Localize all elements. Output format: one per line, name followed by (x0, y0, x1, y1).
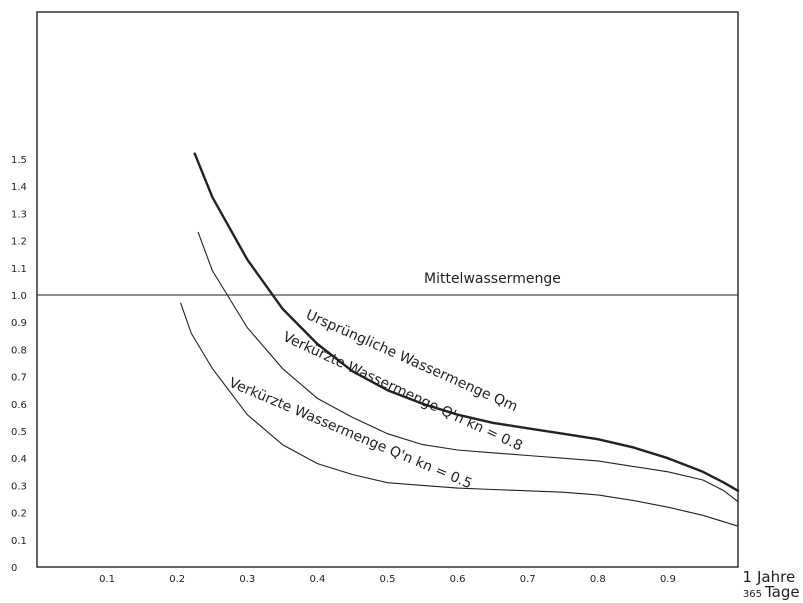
y-tick-label: 0 (11, 563, 17, 574)
y-tick-label: 0.1 (11, 536, 27, 547)
y-tick-label: 1.2 (11, 237, 27, 248)
q-n-08-line (197, 231, 739, 503)
x-tick-label: 0.5 (380, 574, 396, 585)
y-tick-label: 1.0 (11, 291, 27, 302)
mittelwassermenge-label: Mittelwassermenge (424, 271, 561, 287)
series-lines (36, 152, 740, 527)
y-tick-label: 1.1 (11, 264, 27, 275)
x-end-tick-jahre: 1 (742, 568, 752, 586)
x-tick-label: 0.4 (309, 574, 325, 585)
y-tick-label: 0.8 (11, 345, 27, 356)
x-end-tick-tage: 365 (743, 589, 762, 600)
y-tick-label: 0.2 (11, 509, 27, 520)
x-axis-label-tage: Tage (764, 583, 800, 601)
y-tick-label: 0.7 (11, 373, 27, 384)
x-tick-label: 0.3 (239, 574, 255, 585)
y-tick-label: 1.5 (11, 155, 27, 166)
q-m-line (193, 152, 740, 492)
q-n-05-label: Verkürzte Wassermenge Q'n kn = 0.5 (226, 375, 474, 492)
y-tick-label: 1.3 (11, 209, 27, 220)
y-tick-label: 1.4 (11, 182, 27, 193)
q-n-05-line (180, 302, 739, 527)
x-tick-label: 0.6 (450, 574, 466, 585)
x-tick-label: 0.2 (169, 574, 185, 585)
plot-frame (36, 11, 739, 568)
y-tick-label: 0.6 (11, 400, 27, 411)
y-tick-label: 0.5 (11, 427, 27, 438)
x-tick-label: 0.7 (520, 574, 536, 585)
x-tick-labels: 0.1 0.2 0.3 0.4 0.5 0.6 0.7 0.8 0.9 (99, 574, 676, 585)
y-tick-label: 0.9 (11, 318, 27, 329)
x-tick-label: 0.8 (590, 574, 606, 585)
y-tick-label: 0.3 (11, 481, 27, 492)
x-axis-label-jahre: Jahre (756, 568, 795, 586)
x-tick-label: 0.9 (660, 574, 676, 585)
y-tick-labels: 0 0.1 0.2 0.3 0.4 0.5 0.6 0.7 0.8 0.9 1.0 1.1 1.2 1.3… (11, 155, 27, 574)
x-tick-label: 0.1 (99, 574, 115, 585)
y-tick-label: 0.4 (11, 454, 27, 465)
